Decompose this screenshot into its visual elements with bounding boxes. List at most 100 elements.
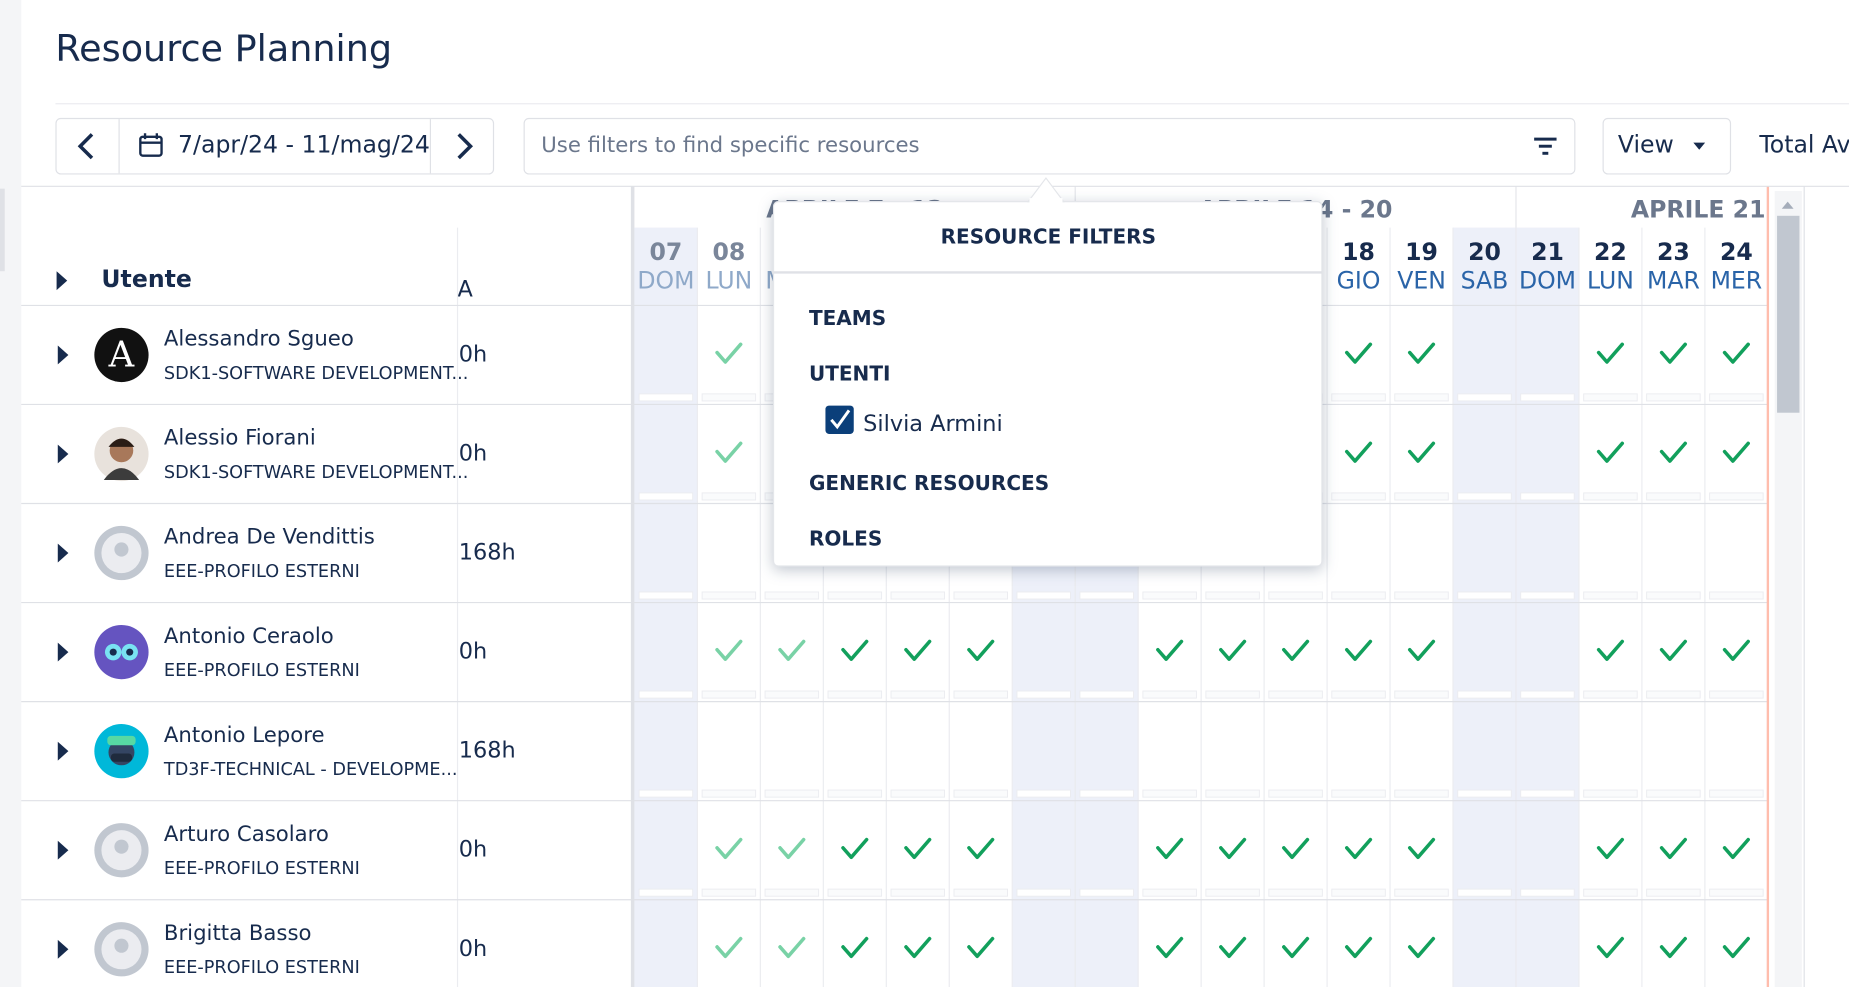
user-option[interactable]: Silvia Armini xyxy=(863,411,1003,437)
availability-check xyxy=(778,639,806,661)
availability-check xyxy=(1407,441,1436,463)
capacity-bar xyxy=(1142,789,1197,798)
day-number: 08 xyxy=(712,238,745,266)
expand-row[interactable] xyxy=(57,642,69,662)
capacity-bar xyxy=(953,690,1008,699)
availability-check xyxy=(715,837,743,860)
scroll-up[interactable] xyxy=(1781,201,1794,209)
expand-row[interactable] xyxy=(57,543,69,563)
filter-section[interactable]: TEAMS xyxy=(809,306,886,330)
capacity-bar xyxy=(1457,888,1512,897)
avatar xyxy=(94,426,149,482)
capacity-bar xyxy=(1520,492,1575,501)
filter-section[interactable]: GENERIC RESOURCES xyxy=(809,471,1049,495)
capacity-bar xyxy=(1331,789,1386,798)
capacity-bar xyxy=(1268,888,1323,897)
availability-check xyxy=(1659,342,1687,364)
capacity-bar xyxy=(1520,690,1575,699)
capacity-bar xyxy=(1205,690,1260,699)
capacity-bar xyxy=(1709,888,1764,897)
capacity-bar xyxy=(1268,789,1323,798)
capacity-bar xyxy=(638,888,694,897)
capacity-bar xyxy=(764,789,820,798)
view-button[interactable] xyxy=(1602,117,1732,175)
availability-check xyxy=(1407,936,1436,959)
day-number: 19 xyxy=(1405,238,1438,266)
avatar-pupil xyxy=(126,648,134,656)
filter-placeholder: Use filters to find specific resources xyxy=(541,133,919,158)
filter-input[interactable] xyxy=(523,117,1576,175)
day-name: SAB xyxy=(1461,266,1509,294)
capacity-bar xyxy=(890,789,946,798)
availability-check xyxy=(1659,639,1687,661)
weekend-column xyxy=(634,227,698,987)
popup-title: RESOURCE FILTERS xyxy=(941,225,1156,249)
expand-row[interactable] xyxy=(57,840,69,860)
day-name: DOM xyxy=(1519,266,1576,294)
capacity-bar xyxy=(1646,690,1701,699)
capacity-bar xyxy=(1646,591,1701,600)
day-number: 21 xyxy=(1531,238,1564,266)
prev-button[interactable] xyxy=(77,133,94,160)
capacity-bar xyxy=(1142,591,1197,600)
availability-check xyxy=(715,936,743,959)
next-button[interactable] xyxy=(457,133,474,160)
user-team: EEE-PROFILO ESTERNI xyxy=(164,562,360,582)
availability-check xyxy=(967,639,995,661)
day-name: MER xyxy=(1711,266,1763,294)
user-name: Antonio Ceraolo xyxy=(164,624,334,649)
availability-check xyxy=(1407,342,1436,364)
availability-check xyxy=(1219,639,1247,661)
user-hours: 0h xyxy=(459,639,487,665)
availability-check xyxy=(1659,441,1687,463)
filter-section[interactable]: UTENTI xyxy=(809,361,891,385)
availability-check xyxy=(1722,441,1750,463)
availability-check xyxy=(1156,936,1184,959)
availability-check xyxy=(715,441,743,463)
availability-check xyxy=(1219,837,1247,860)
capacity-bar xyxy=(1205,888,1260,897)
date-box xyxy=(55,117,495,175)
capacity-bar xyxy=(1079,690,1134,699)
expand-row[interactable] xyxy=(57,939,69,959)
user-hours: 168h xyxy=(459,738,516,764)
user-name: Alessandro Sgueo xyxy=(164,327,354,352)
availability-check xyxy=(1722,936,1750,959)
capacity-bar xyxy=(638,492,694,501)
column-header: Utente xyxy=(101,265,191,293)
expand-all[interactable] xyxy=(56,271,68,291)
availability-check xyxy=(778,837,806,860)
capacity-bar xyxy=(1583,492,1638,501)
capacity-bar xyxy=(890,888,946,897)
checkbox[interactable] xyxy=(825,405,854,434)
availability-check xyxy=(1345,441,1373,463)
sidebar xyxy=(0,0,22,987)
capacity-bar xyxy=(1709,492,1764,501)
day-name: GIO xyxy=(1337,266,1381,294)
avatar-hair xyxy=(108,438,135,447)
capacity-bar xyxy=(701,789,757,798)
day-name: MAR xyxy=(1647,266,1700,294)
availability-check xyxy=(1596,936,1625,959)
capacity-bar xyxy=(638,393,694,402)
user-team: EEE-PROFILO ESTERNI xyxy=(164,958,360,978)
capacity-bar xyxy=(1394,492,1449,501)
capacity-bar xyxy=(1457,591,1512,600)
filter-icon[interactable] xyxy=(1534,137,1557,155)
date-range[interactable]: 7/apr/24 - 11/mag/24 xyxy=(178,131,430,159)
capacity-bar xyxy=(1457,690,1512,699)
expand-row[interactable] xyxy=(57,444,69,464)
expand-row[interactable] xyxy=(57,741,69,761)
panel-divider xyxy=(630,186,635,987)
scrollbar-thumb[interactable] xyxy=(1777,215,1800,413)
filter-section[interactable]: ROLES xyxy=(809,527,882,551)
capacity-bar xyxy=(953,591,1008,600)
expand-row[interactable] xyxy=(57,345,69,365)
capacity-bar xyxy=(764,888,820,897)
capacity-bar xyxy=(827,789,883,798)
user-name: Arturo Casolaro xyxy=(164,822,329,847)
capacity-bar xyxy=(1016,690,1071,699)
capacity-bar xyxy=(701,492,757,501)
capacity-bar xyxy=(1016,591,1071,600)
capacity-bar xyxy=(1457,789,1512,798)
